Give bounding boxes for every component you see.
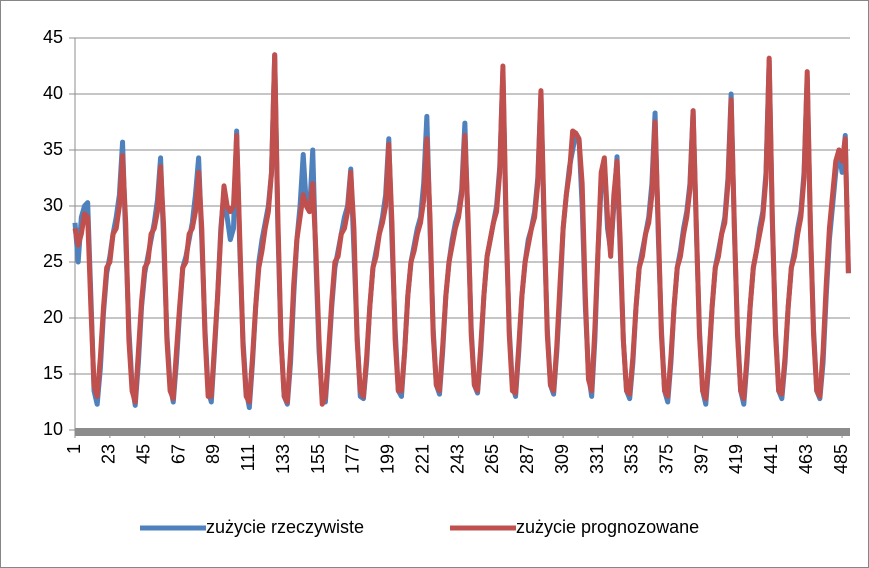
x-tick-label: 199 [378, 444, 398, 474]
y-tick-label: 35 [43, 139, 63, 159]
x-tick-label: 243 [447, 444, 467, 474]
legend-label: zużycie prognozowane [516, 517, 699, 537]
x-tick-label: 309 [552, 444, 572, 474]
x-tick-label: 221 [412, 444, 432, 474]
y-tick-label: 40 [43, 83, 63, 103]
x-tick-label: 89 [203, 444, 223, 464]
y-tick-label: 10 [43, 419, 63, 439]
x-tick-label: 45 [133, 444, 153, 464]
y-tick-label: 30 [43, 195, 63, 215]
y-tick-label: 45 [43, 27, 63, 47]
x-tick-label: 265 [482, 444, 502, 474]
x-tick-label: 287 [517, 444, 537, 474]
x-tick-label: 177 [343, 444, 363, 474]
y-tick-label: 20 [43, 307, 63, 327]
legend-label: zużycie rzeczywiste [206, 517, 364, 537]
x-tick-label: 463 [796, 444, 816, 474]
x-tick-label: 133 [273, 444, 293, 474]
series-line [72, 52, 851, 407]
x-tick-label: 331 [587, 444, 607, 474]
x-tick-label: 375 [656, 444, 676, 474]
x-tick-label: 1 [64, 444, 84, 454]
x-axis [75, 428, 850, 436]
x-tick-label: 441 [761, 444, 781, 474]
x-tick-label: 485 [831, 444, 851, 474]
x-tick-label: 111 [238, 444, 258, 471]
x-tick-label: 419 [726, 444, 746, 474]
x-tick-label: 23 [99, 444, 119, 464]
x-tick-label: 155 [308, 444, 328, 474]
y-tick-label: 15 [43, 363, 63, 383]
x-tick-label: 397 [691, 444, 711, 474]
y-tick-label: 25 [43, 251, 63, 271]
x-tick-label: 353 [622, 444, 642, 474]
x-tick-label: 67 [168, 444, 188, 464]
